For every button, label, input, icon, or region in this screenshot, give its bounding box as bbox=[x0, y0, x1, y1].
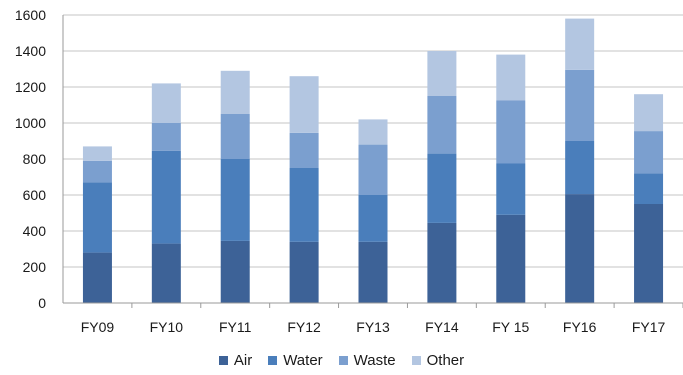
bar-segment-other-fy10 bbox=[151, 83, 181, 123]
bar-segment-other-fy17 bbox=[634, 94, 664, 132]
bar-segment-water-fy16 bbox=[565, 141, 595, 195]
bar-segment-water-fy12 bbox=[289, 168, 319, 242]
bar-segment-waste-fy16 bbox=[565, 69, 595, 141]
legend-label: Other bbox=[426, 352, 465, 369]
bar-segment-air-fy13 bbox=[358, 241, 388, 303]
bar-segment-other-fy16 bbox=[565, 18, 595, 70]
x-tick-label: FY12 bbox=[287, 319, 321, 335]
bar-segment-waste-fy15 bbox=[496, 100, 526, 164]
bar-segment-air-fy14 bbox=[427, 222, 457, 303]
bar-segment-waste-fy10 bbox=[151, 123, 181, 151]
bar-segment-other-fy12 bbox=[289, 76, 319, 133]
bar-segment-other-fy09 bbox=[82, 146, 112, 161]
bar-segment-other-fy15 bbox=[496, 54, 526, 101]
y-tick-label: 400 bbox=[23, 223, 47, 239]
bar-segment-other-fy11 bbox=[220, 70, 250, 114]
y-tick-label: 1200 bbox=[15, 79, 46, 95]
legend: Air Water Waste Other bbox=[0, 352, 683, 369]
bar-segment-air-fy09 bbox=[82, 252, 112, 303]
bar-segment-air-fy11 bbox=[220, 240, 250, 303]
legend-item-other: Other bbox=[411, 352, 465, 369]
bar-segment-water-fy17 bbox=[634, 173, 664, 204]
bar-segment-waste-fy11 bbox=[220, 114, 250, 159]
y-tick-label: 600 bbox=[23, 187, 47, 203]
legend-label: Waste bbox=[353, 352, 396, 369]
bar-segment-waste-fy13 bbox=[358, 144, 388, 195]
bar-segment-air-fy15 bbox=[496, 214, 526, 303]
x-tick-label: FY13 bbox=[356, 319, 390, 335]
legend-label: Air bbox=[233, 352, 253, 369]
bar-segment-water-fy09 bbox=[82, 182, 112, 253]
bars bbox=[82, 18, 664, 303]
bar-segment-air-fy10 bbox=[151, 243, 181, 303]
legend-item-air: Air bbox=[218, 352, 253, 369]
y-tick-label: 800 bbox=[23, 151, 47, 167]
bar-segment-other-fy14 bbox=[427, 51, 457, 96]
bar-segment-air-fy16 bbox=[565, 194, 595, 303]
y-tick-label: 1000 bbox=[15, 115, 46, 131]
bar-segment-waste-fy14 bbox=[427, 96, 457, 154]
legend-swatch bbox=[268, 356, 278, 365]
bar-segment-waste-fy09 bbox=[82, 160, 112, 183]
x-tick-label: FY14 bbox=[425, 319, 459, 335]
legend-item-water: Water bbox=[268, 352, 323, 369]
y-tick-label: 1600 bbox=[15, 7, 46, 23]
x-tick-label: FY16 bbox=[563, 319, 597, 335]
legend-swatch bbox=[411, 356, 421, 365]
legend-label: Water bbox=[283, 352, 323, 369]
x-tick-label: FY10 bbox=[150, 319, 184, 335]
legend-swatch bbox=[338, 356, 348, 365]
x-tick-label: FY 15 bbox=[492, 319, 529, 335]
legend-item-waste: Waste bbox=[338, 352, 396, 369]
bar-segment-water-fy15 bbox=[496, 163, 526, 215]
x-tick-label: FY09 bbox=[81, 319, 115, 335]
bar-segment-water-fy10 bbox=[151, 150, 181, 244]
bar-segment-waste-fy12 bbox=[289, 132, 319, 168]
legend-swatch bbox=[218, 356, 228, 365]
x-tick-label: FY17 bbox=[632, 319, 666, 335]
bar-segment-air-fy12 bbox=[289, 241, 319, 303]
bar-segment-air-fy17 bbox=[634, 204, 664, 303]
y-tick-label: 0 bbox=[38, 295, 46, 311]
bar-segment-water-fy14 bbox=[427, 153, 457, 223]
bar-segment-other-fy13 bbox=[358, 119, 388, 145]
y-tick-label: 1400 bbox=[15, 43, 46, 59]
bar-segment-water-fy13 bbox=[358, 195, 388, 242]
x-tick-label: FY11 bbox=[219, 319, 252, 335]
y-tick-label: 200 bbox=[23, 259, 47, 275]
bar-segment-waste-fy17 bbox=[634, 131, 664, 174]
bar-segment-water-fy11 bbox=[220, 159, 250, 241]
axes: 0 200 400 600 800 1000 1200 1400 1600 FY09 FY10 FY1… bbox=[15, 7, 683, 335]
